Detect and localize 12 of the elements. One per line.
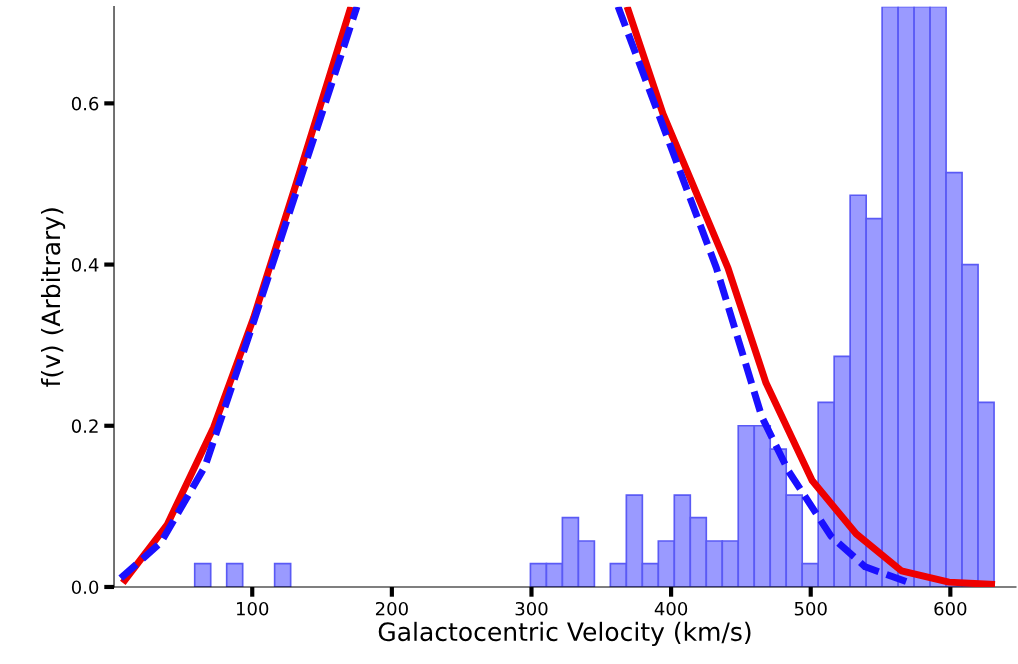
x-tick-label: 100 [236, 601, 269, 616]
x-axis-title: Galactocentric Velocity (km/s) [378, 621, 751, 647]
x-tick-label: 200 [375, 601, 408, 616]
x-tick-label: 300 [515, 601, 548, 616]
y-tick-label: 0.0 [71, 580, 99, 595]
x-tick-label: 600 [934, 601, 967, 616]
y-axis-title: f(v) (Arbitrary) [40, 208, 66, 387]
y-tick-label: 0.2 [71, 419, 98, 433]
x-tick-label: 500 [794, 601, 827, 616]
x-tick-label: 400 [654, 601, 688, 616]
y-tick-label: 0.6 [71, 96, 99, 111]
y-tick-label: 0.4 [71, 258, 99, 272]
